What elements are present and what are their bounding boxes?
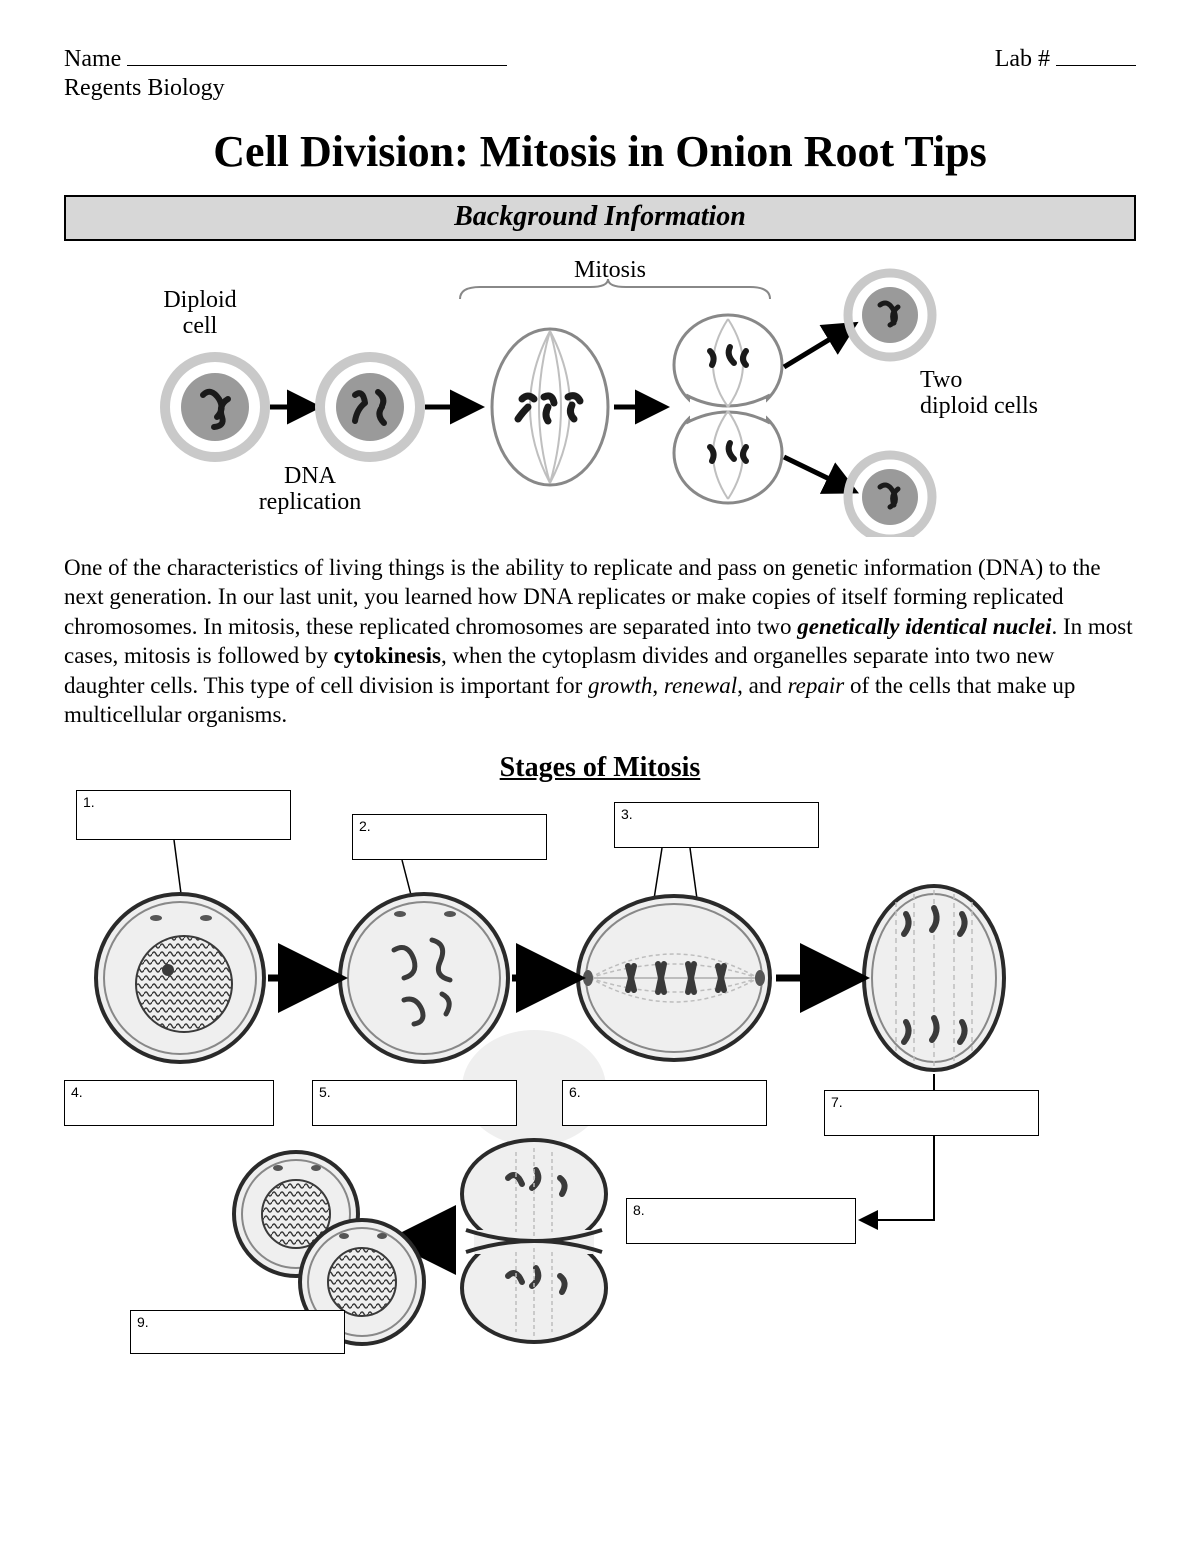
prophase-cell <box>340 894 508 1062</box>
daughter-cell-2-icon <box>848 455 932 537</box>
course-name: Regents Biology <box>64 75 1136 102</box>
stage-label-box[interactable]: 3. <box>614 802 819 848</box>
stage-label-box[interactable]: 7. <box>824 1090 1039 1136</box>
background-paragraph: One of the characteristics of living thi… <box>64 553 1136 730</box>
dna-replication-label: DNAreplication <box>259 463 362 515</box>
stage-label-box[interactable]: 5. <box>312 1080 517 1126</box>
telophase-cell <box>462 1030 606 1342</box>
diploid-cell-icon <box>165 357 265 457</box>
stage-label-box[interactable]: 9. <box>130 1310 345 1354</box>
diploid-cell-label: Diploidcell <box>163 287 236 339</box>
worksheet-header: Name Lab # <box>64 46 1136 73</box>
mitosis-label: Mitosis <box>574 257 646 283</box>
stage-label-box[interactable]: 8. <box>626 1198 856 1244</box>
telophase-cell-icon <box>674 315 782 503</box>
mitosis-overview-diagram: Diploidcell Mitosis Twodiploid cells DNA… <box>64 247 1136 537</box>
stage-label-box[interactable]: 6. <box>562 1080 767 1126</box>
arrow-up <box>784 327 850 367</box>
metaphase-cell <box>578 896 770 1060</box>
name-label: Name <box>64 46 507 73</box>
interphase-cell <box>96 894 264 1062</box>
daughter-cell-1-icon <box>848 273 932 357</box>
two-diploid-label: Twodiploid cells <box>920 367 1038 419</box>
stage-label-box[interactable]: 4. <box>64 1080 274 1126</box>
stage-label-box[interactable]: 1. <box>76 790 291 840</box>
section-background-info: Background Information <box>64 195 1136 241</box>
stages-diagram: 1. 2. 3. 4. 5. 6. 7. 8. 9. <box>64 790 1136 1355</box>
stage-label-box[interactable]: 2. <box>352 814 547 860</box>
arrow-down <box>784 457 850 489</box>
replicated-cell-icon <box>320 357 420 457</box>
metaphase-cell-icon <box>492 329 608 485</box>
anaphase-cell <box>864 886 1004 1070</box>
stages-heading: Stages of Mitosis <box>64 752 1136 784</box>
lab-number-label: Lab # <box>995 46 1136 73</box>
page-title: Cell Division: Mitosis in Onion Root Tip… <box>64 126 1136 177</box>
